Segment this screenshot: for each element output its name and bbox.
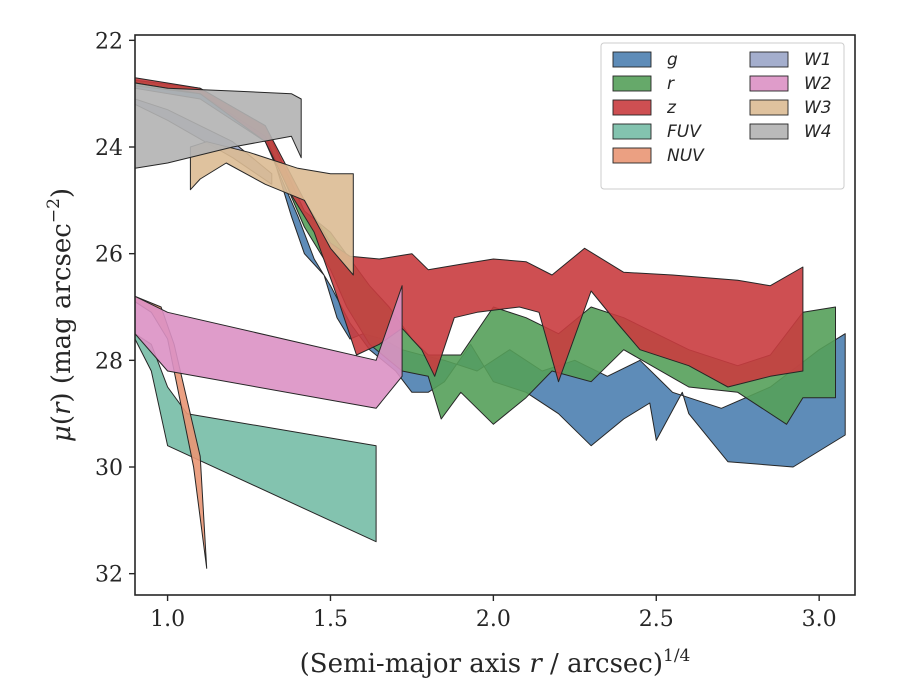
legend-swatch-g — [612, 51, 652, 68]
legend-swatch-fuv — [612, 123, 652, 140]
band-w4 — [135, 82, 302, 169]
band-w2 — [135, 285, 403, 409]
y-tick-label: 28 — [95, 349, 123, 374]
y-tick-label: 22 — [95, 29, 123, 54]
legend-label-w4: W4 — [804, 122, 832, 142]
legend-label-w2: W2 — [804, 74, 832, 94]
legend: grz FUV NUV W1 W2 W3 W4 — [600, 42, 845, 190]
band-w3 — [189, 141, 354, 276]
legend-swatch-w1 — [749, 51, 789, 68]
plot-frame — [134, 34, 856, 596]
x-axis-title: (Semi-major axis r / arcsec)1/4 — [300, 646, 691, 679]
x-tick-label: 3.0 — [802, 607, 837, 632]
series-bands — [135, 77, 846, 569]
legend-label-nuv: NUV — [667, 146, 705, 166]
legend-swatch-r — [612, 75, 652, 92]
x-tick-label: 2.5 — [639, 607, 674, 632]
y-axis-title: μ(r) (mag arcsec−2) — [44, 188, 77, 442]
band-fuv — [135, 333, 377, 543]
legend-label-fuv: FUV — [667, 122, 702, 142]
legend-swatch-nuv — [612, 147, 652, 164]
band-z — [135, 77, 804, 388]
x-axis: 1.0 1.5 2.0 2.5 3.0 — [150, 595, 837, 632]
legend-label-r: r — [667, 74, 675, 94]
legend-label-w3: W3 — [804, 98, 832, 118]
y-axis: 22 24 26 28 30 32 — [95, 29, 135, 588]
y-tick-label: 30 — [95, 456, 123, 481]
x-tick-label: 1.0 — [150, 607, 185, 632]
y-tick-label: 26 — [95, 243, 123, 268]
legend-label-g: g — [667, 50, 678, 70]
legend-swatch-w4 — [749, 123, 789, 140]
legend-label-z: z — [666, 98, 677, 118]
legend-label-w1: W1 — [804, 50, 832, 70]
legend-swatch-w3 — [749, 99, 789, 116]
legend-swatch-w2 — [749, 75, 789, 92]
y-tick-label: 32 — [95, 563, 123, 588]
legend-swatch-z — [612, 99, 652, 116]
x-tick-label: 2.0 — [476, 607, 511, 632]
x-tick-label: 1.5 — [313, 607, 348, 632]
y-tick-label: 24 — [95, 136, 123, 161]
